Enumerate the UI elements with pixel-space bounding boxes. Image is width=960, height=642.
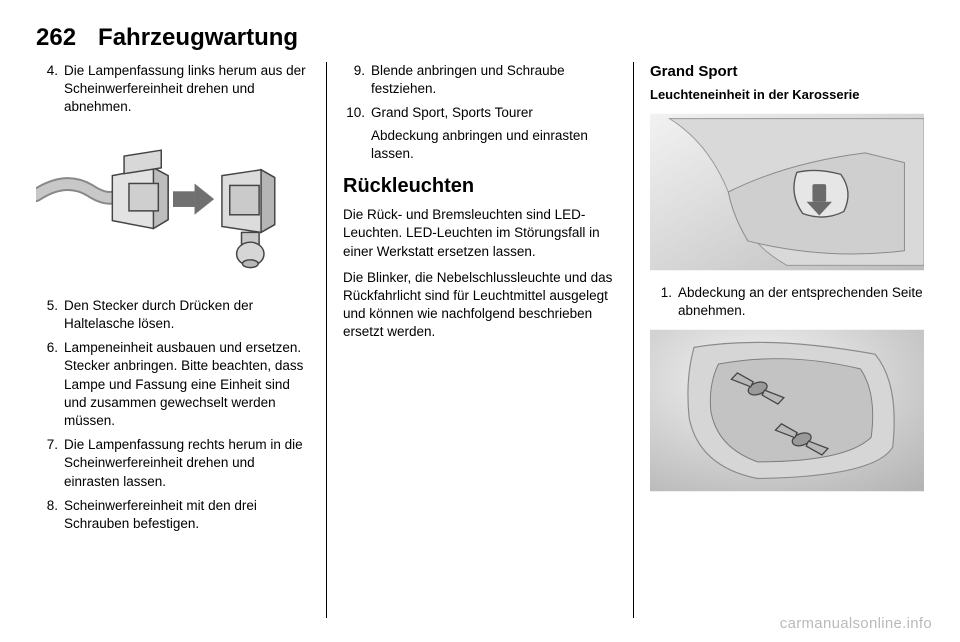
list-item: 1. Abdeckung an der entsprechenden Seite… — [650, 284, 924, 320]
step-number: 6. — [36, 339, 58, 430]
step-text: Blende anbringen und Schraube festziehen… — [371, 62, 617, 98]
body-text: Die Rück- und Bremsleuchten sind LED-Leu… — [343, 206, 617, 261]
watermark: carmanualsonline.info — [780, 615, 932, 632]
step-number: 5. — [36, 297, 58, 333]
list-item: 10. Grand Sport, Sports Tourer — [343, 104, 617, 122]
list-item: 9. Blende anbringen und Schraube festzie… — [343, 62, 617, 98]
figure-wingnuts — [650, 328, 924, 493]
step-text: Abdeckung an der entsprechenden Seite ab… — [678, 284, 924, 320]
step-subtext: Abdeckung anbringen und einrasten lassen… — [371, 127, 617, 163]
section-heading: Rückleuchten — [343, 173, 617, 200]
figure-body-cover — [650, 112, 924, 272]
column-1: 4. Die Lampenfassung links herum aus der… — [36, 62, 322, 618]
page-title: Fahrzeugwartung — [98, 24, 298, 52]
step-text: Lampeneinheit ausbauen und ersetzen. Ste… — [64, 339, 310, 430]
step-number: 8. — [36, 497, 58, 533]
step-number: 4. — [36, 62, 58, 117]
step-text: Grand Sport, Sports Tourer — [371, 104, 617, 122]
step-text: Die Lampenfassung rechts herum in die Sc… — [64, 436, 310, 491]
column-2: 9. Blende anbringen und Schraube festzie… — [331, 62, 629, 618]
list-item: 7. Die Lampenfassung rechts herum in die… — [36, 436, 310, 491]
body-text: Die Blinker, die Nebelschlussleuchte und… — [343, 269, 617, 342]
subsection-label: Leuchteneinheit in der Karosserie — [650, 86, 924, 104]
step-number: 10. — [343, 104, 365, 122]
list-item: 8. Scheinwerfereinheit mit den drei Schr… — [36, 497, 310, 533]
step-number: 9. — [343, 62, 365, 98]
column-3: Grand Sport Leuchteneinheit in der Karos… — [638, 62, 924, 618]
step-text: Die Lampenfassung links herum aus der Sc… — [64, 62, 310, 117]
step-text: Scheinwerfereinheit mit den drei Schraub… — [64, 497, 310, 533]
column-divider — [633, 62, 634, 618]
list-item: 4. Die Lampenfassung links herum aus der… — [36, 62, 310, 117]
figure-bulb-connector — [36, 125, 310, 285]
step-number: 7. — [36, 436, 58, 491]
subsection-heading: Grand Sport — [650, 62, 924, 82]
page-number: 262 — [36, 24, 76, 52]
list-item: 5. Den Stecker durch Drücken der Haltela… — [36, 297, 310, 333]
list-item: 6. Lampeneinheit ausbauen und ersetzen. … — [36, 339, 310, 430]
step-text: Den Stecker durch Drücken der Haltelasch… — [64, 297, 310, 333]
column-divider — [326, 62, 327, 618]
step-number: 1. — [650, 284, 672, 320]
